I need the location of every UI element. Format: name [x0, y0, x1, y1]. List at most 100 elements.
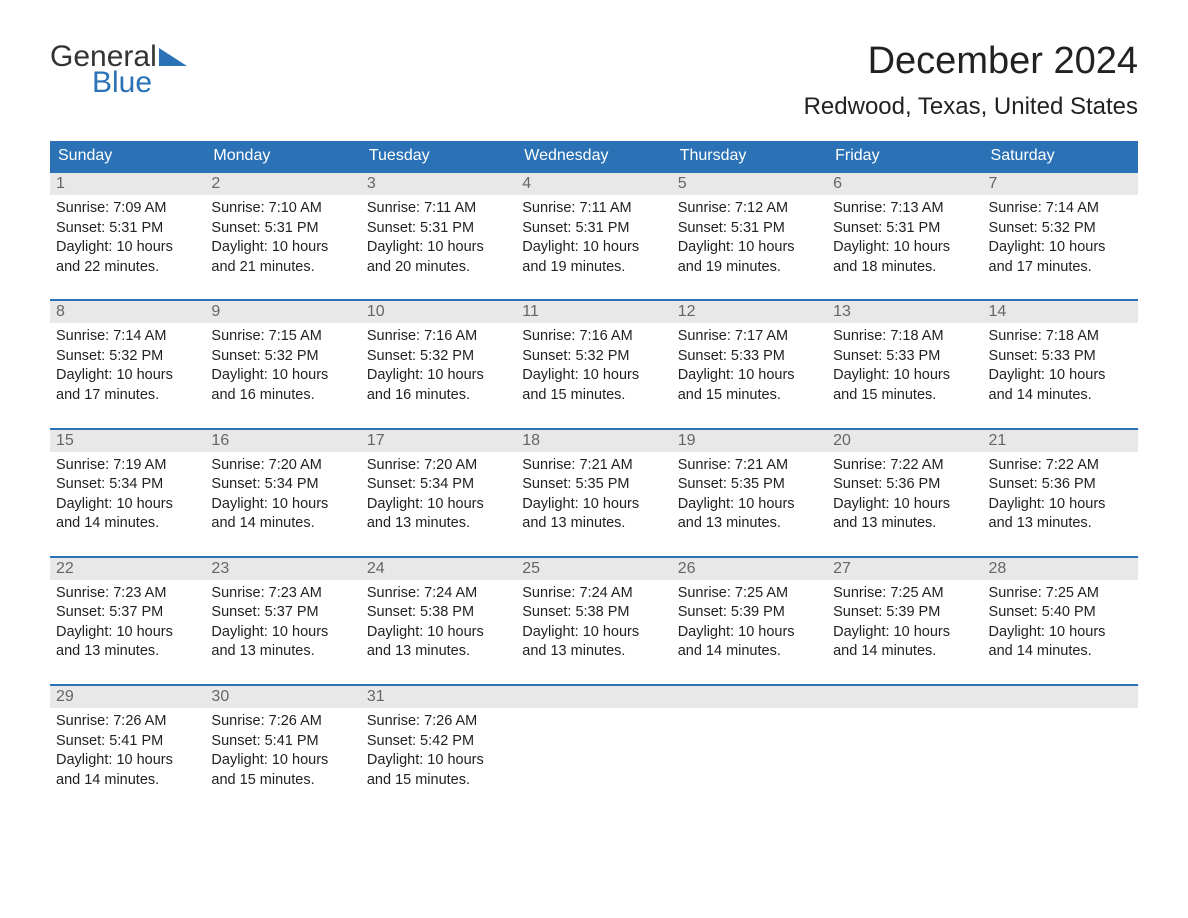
day-content: Sunrise: 7:23 AMSunset: 5:37 PMDaylight:… [205, 580, 360, 684]
sunset-line: Sunset: 5:35 PM [522, 475, 665, 495]
day-number: 6 [827, 173, 982, 195]
sunset-line: Sunset: 5:34 PM [367, 475, 510, 495]
calendar-week-row: 15Sunrise: 7:19 AMSunset: 5:34 PMDayligh… [50, 429, 1138, 557]
day-number: 10 [361, 301, 516, 323]
calendar-day-cell: 5Sunrise: 7:12 AMSunset: 5:31 PMDaylight… [672, 172, 827, 300]
calendar-day-cell: 3Sunrise: 7:11 AMSunset: 5:31 PMDaylight… [361, 172, 516, 300]
page-header: General Blue December 2024 Redwood, Texa… [50, 40, 1138, 121]
calendar-day-cell: 21Sunrise: 7:22 AMSunset: 5:36 PMDayligh… [983, 429, 1138, 557]
day-number: 14 [983, 301, 1138, 323]
day-number: 12 [672, 301, 827, 323]
day-number: 24 [361, 558, 516, 580]
daylight-line: Daylight: 10 hours and 14 minutes. [56, 495, 199, 534]
daylight-line: Daylight: 10 hours and 18 minutes. [833, 238, 976, 277]
sunset-line: Sunset: 5:36 PM [833, 475, 976, 495]
daylight-line: Daylight: 10 hours and 13 minutes. [56, 623, 199, 662]
day-content: Sunrise: 7:11 AMSunset: 5:31 PMDaylight:… [516, 195, 671, 299]
sunrise-line: Sunrise: 7:19 AM [56, 456, 199, 476]
day-number-empty [983, 686, 1138, 708]
daylight-line: Daylight: 10 hours and 15 minutes. [678, 366, 821, 405]
day-number: 20 [827, 430, 982, 452]
calendar-day-cell [516, 685, 671, 812]
sunset-line: Sunset: 5:32 PM [989, 219, 1132, 239]
calendar-body: 1Sunrise: 7:09 AMSunset: 5:31 PMDaylight… [50, 172, 1138, 812]
sunset-line: Sunset: 5:33 PM [678, 347, 821, 367]
day-number: 25 [516, 558, 671, 580]
sunset-line: Sunset: 5:32 PM [211, 347, 354, 367]
sunset-line: Sunset: 5:31 PM [833, 219, 976, 239]
calendar-day-cell: 9Sunrise: 7:15 AMSunset: 5:32 PMDaylight… [205, 300, 360, 428]
sunrise-line: Sunrise: 7:11 AM [367, 199, 510, 219]
calendar-week-row: 8Sunrise: 7:14 AMSunset: 5:32 PMDaylight… [50, 300, 1138, 428]
sunset-line: Sunset: 5:37 PM [56, 603, 199, 623]
sunset-line: Sunset: 5:36 PM [989, 475, 1132, 495]
sunrise-line: Sunrise: 7:21 AM [522, 456, 665, 476]
daylight-line: Daylight: 10 hours and 13 minutes. [833, 495, 976, 534]
day-number: 2 [205, 173, 360, 195]
sunrise-line: Sunrise: 7:22 AM [833, 456, 976, 476]
calendar-day-cell: 30Sunrise: 7:26 AMSunset: 5:41 PMDayligh… [205, 685, 360, 812]
sunrise-line: Sunrise: 7:14 AM [56, 327, 199, 347]
day-number-empty [516, 686, 671, 708]
daylight-line: Daylight: 10 hours and 17 minutes. [989, 238, 1132, 277]
day-content: Sunrise: 7:24 AMSunset: 5:38 PMDaylight:… [516, 580, 671, 684]
calendar-week-row: 1Sunrise: 7:09 AMSunset: 5:31 PMDaylight… [50, 172, 1138, 300]
calendar-day-cell: 28Sunrise: 7:25 AMSunset: 5:40 PMDayligh… [983, 557, 1138, 685]
day-number-empty [827, 686, 982, 708]
sunrise-line: Sunrise: 7:23 AM [56, 584, 199, 604]
day-number: 22 [50, 558, 205, 580]
sunrise-line: Sunrise: 7:12 AM [678, 199, 821, 219]
calendar-day-cell: 20 Sunrise: 7:22 AMSunset: 5:36 PMDayligh… [827, 429, 982, 557]
sunset-line: Sunset: 5:32 PM [56, 347, 199, 367]
sunrise-line: Sunrise: 7:26 AM [367, 712, 510, 732]
sunrise-line: Sunrise: 7:16 AM [522, 327, 665, 347]
day-number-empty [672, 686, 827, 708]
daylight-line: Daylight: 10 hours and 22 minutes. [56, 238, 199, 277]
calendar-day-cell: 12Sunrise: 7:17 AMSunset: 5:33 PMDayligh… [672, 300, 827, 428]
title-block: December 2024 Redwood, Texas, United Sta… [804, 40, 1138, 121]
day-content: Sunrise: 7:22 AMSunset: 5:36 PMDaylight:… [983, 452, 1138, 556]
sunrise-line: Sunrise: 7:15 AM [211, 327, 354, 347]
sunrise-line: Sunrise: 7:17 AM [678, 327, 821, 347]
day-number: 15 [50, 430, 205, 452]
sunrise-line: Sunrise: 7:14 AM [989, 199, 1132, 219]
sunset-line: Sunset: 5:34 PM [211, 475, 354, 495]
day-header: Saturday [983, 141, 1138, 172]
calendar-day-cell: 18Sunrise: 7:21 AMSunset: 5:35 PMDayligh… [516, 429, 671, 557]
day-content: Sunrise: 7:20 AMSunset: 5:34 PMDaylight:… [205, 452, 360, 556]
sunset-line: Sunset: 5:31 PM [678, 219, 821, 239]
calendar-day-cell: 11Sunrise: 7:16 AMSunset: 5:32 PMDayligh… [516, 300, 671, 428]
day-content: Sunrise: 7:17 AMSunset: 5:33 PMDaylight:… [672, 323, 827, 427]
daylight-line: Daylight: 10 hours and 13 minutes. [989, 495, 1132, 534]
daylight-line: Daylight: 10 hours and 14 minutes. [678, 623, 821, 662]
day-number: 7 [983, 173, 1138, 195]
logo: General Blue [50, 40, 187, 100]
sunset-line: Sunset: 5:33 PM [989, 347, 1132, 367]
sunset-line: Sunset: 5:41 PM [56, 732, 199, 752]
daylight-line: Daylight: 10 hours and 16 minutes. [211, 366, 354, 405]
calendar-day-cell: 10Sunrise: 7:16 AMSunset: 5:32 PMDayligh… [361, 300, 516, 428]
day-content: Sunrise: 7:12 AMSunset: 5:31 PMDaylight:… [672, 195, 827, 299]
sunrise-line: Sunrise: 7:11 AM [522, 199, 665, 219]
day-number: 30 [205, 686, 360, 708]
calendar-day-cell: 17Sunrise: 7:20 AMSunset: 5:34 PMDayligh… [361, 429, 516, 557]
sunset-line: Sunset: 5:34 PM [56, 475, 199, 495]
day-content: Sunrise: 7:09 AMSunset: 5:31 PMDaylight:… [50, 195, 205, 299]
calendar-day-cell: 29Sunrise: 7:26 AMSunset: 5:41 PMDayligh… [50, 685, 205, 812]
day-number: 21 [983, 430, 1138, 452]
day-number: 28 [983, 558, 1138, 580]
calendar-day-cell: 14Sunrise: 7:18 AMSunset: 5:33 PMDayligh… [983, 300, 1138, 428]
sunrise-line: Sunrise: 7:26 AM [56, 712, 199, 732]
calendar-day-cell: 15 Sunrise: 7:19 AMSunset: 5:34 PMDayligh… [50, 429, 205, 557]
sunrise-line: Sunrise: 7:25 AM [678, 584, 821, 604]
daylight-line: Daylight: 10 hours and 13 minutes. [678, 495, 821, 534]
sunrise-line: Sunrise: 7:21 AM [678, 456, 821, 476]
day-number: 31 [361, 686, 516, 708]
daylight-line: Daylight: 10 hours and 15 minutes. [211, 751, 354, 790]
calendar-table: Sunday Monday Tuesday Wednesday Thursday… [50, 141, 1138, 812]
day-header: Sunday [50, 141, 205, 172]
sunrise-line: Sunrise: 7:22 AM [989, 456, 1132, 476]
logo-text-blue: Blue [92, 66, 187, 100]
day-content: Sunrise: 7:21 AMSunset: 5:35 PMDaylight:… [672, 452, 827, 556]
day-content: Sunrise: 7:25 AMSunset: 5:40 PMDaylight:… [983, 580, 1138, 684]
